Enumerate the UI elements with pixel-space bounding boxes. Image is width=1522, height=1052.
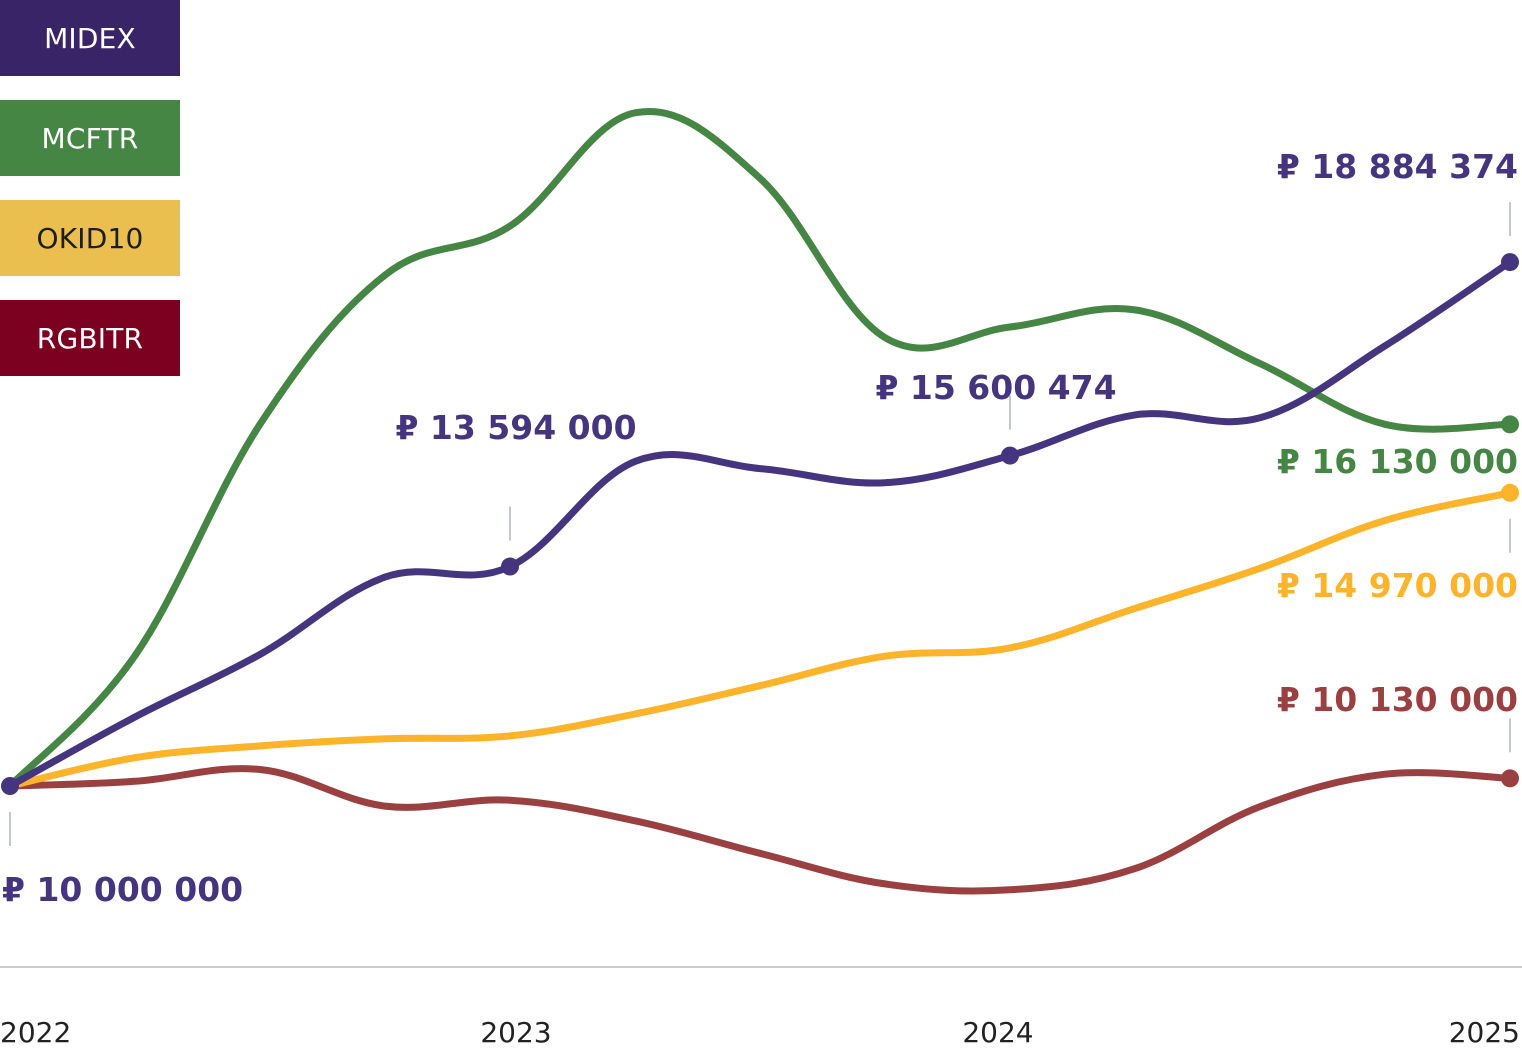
value-label-okid10-end: ₽ 14 970 000: [1277, 566, 1518, 605]
legend-item-midex[interactable]: MIDEX: [0, 0, 180, 76]
value-label-midex-2024: ₽ 15 600 474: [875, 368, 1116, 407]
x-tick-label: 2024: [962, 1016, 1033, 1049]
data-point-marker-midex: [1001, 446, 1019, 465]
series-layer: [6, 108, 1514, 895]
x-tick-label: 2023: [480, 1016, 551, 1049]
series-line-midex: [6, 258, 1514, 790]
value-label-midex-2023: ₽ 13 594 000: [395, 408, 636, 447]
legend-label: RGBITR: [36, 321, 144, 355]
data-point-marker-mcftr: [1501, 415, 1519, 434]
legend-item-okid10[interactable]: OKID10: [0, 200, 180, 276]
series-line-mcftr: [6, 108, 1514, 790]
marker-layer: [1, 253, 1519, 795]
data-point-marker-okid10: [1501, 483, 1519, 502]
value-label-mcftr-end: ₽ 16 130 000: [1277, 442, 1518, 481]
legend-label: OKID10: [36, 221, 144, 255]
series-line-rgbitr: [6, 765, 1514, 895]
legend-label: MCFTR: [41, 121, 139, 155]
x-tick-label: 2025: [1449, 1016, 1520, 1049]
legend-item-mcftr[interactable]: MCFTR: [0, 100, 180, 176]
data-point-marker-midex: [1501, 253, 1519, 272]
label-layer: ₽ 10 000 000 ₽ 13 594 000 ₽ 15 600 474 ₽…: [2, 147, 1518, 909]
data-point-marker-midex: [1, 777, 19, 795]
value-label-midex-start: ₽ 10 000 000: [2, 870, 243, 909]
data-point-marker-midex: [501, 557, 519, 576]
value-label-rgbitr-end: ₽ 10 130 000: [1277, 680, 1518, 719]
legend-label: MIDEX: [44, 21, 136, 55]
data-point-marker-rgbitr: [1501, 769, 1519, 788]
legend-item-rgbitr[interactable]: RGBITR: [0, 300, 180, 376]
series-line-okid10: [6, 489, 1514, 790]
x-axis-ticks: 2022 2023 2024 2025: [0, 1016, 1520, 1049]
x-tick-label: 2022: [0, 1016, 71, 1049]
value-label-midex-end: ₽ 18 884 374: [1277, 147, 1518, 186]
leader-layer: [9, 202, 1511, 846]
